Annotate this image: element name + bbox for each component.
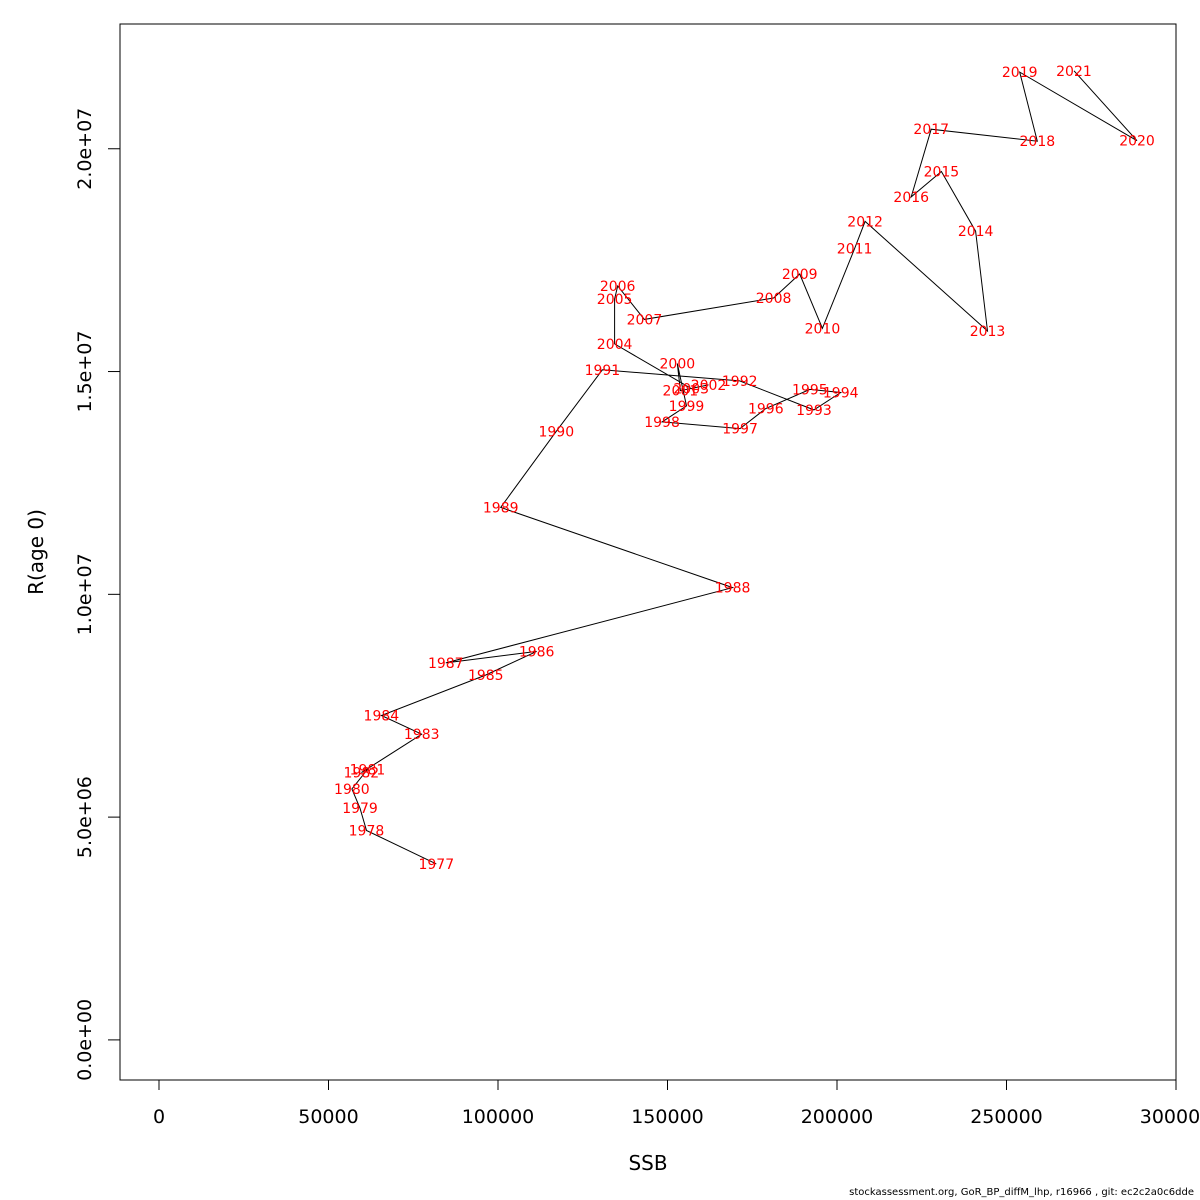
year-label-2016: 2016 — [893, 190, 929, 206]
year-label-2008: 2008 — [756, 291, 792, 307]
year-label-1989: 1989 — [483, 500, 519, 516]
year-label-2010: 2010 — [805, 321, 841, 337]
year-label-1990: 1990 — [538, 424, 574, 440]
year-label-1977: 1977 — [418, 857, 454, 873]
year-label-1998: 1998 — [644, 415, 680, 431]
x-tick-label: 50000 — [298, 1106, 358, 1128]
year-label-1978: 1978 — [349, 823, 385, 839]
year-label-2000: 2000 — [660, 357, 696, 373]
year-label-1993: 1993 — [796, 403, 832, 419]
x-tick-label: 200000 — [801, 1106, 874, 1128]
x-tick-label: 150000 — [631, 1106, 704, 1128]
year-label-2021: 2021 — [1056, 64, 1092, 80]
year-label-1996: 1996 — [748, 402, 784, 418]
x-tick-label: 0 — [153, 1106, 165, 1128]
y-tick-label: 1.5e+07 — [74, 331, 96, 413]
year-label-1992: 1992 — [722, 374, 758, 390]
year-label-1994: 1994 — [823, 385, 859, 401]
year-label-2014: 2014 — [958, 224, 994, 240]
y-tick-label: 2.0e+07 — [74, 108, 96, 190]
year-label-1983: 1983 — [404, 727, 440, 743]
y-tick-label: 1.0e+07 — [74, 553, 96, 635]
year-label-2020: 2020 — [1119, 134, 1155, 150]
year-label-2018: 2018 — [1020, 134, 1056, 150]
year-label-1982: 1982 — [344, 766, 380, 782]
stock-recruitment-line — [351, 70, 1138, 865]
y-axis: 0.0e+00 5.0e+06 1.0e+07 1.5e+07 2.0e+07 — [74, 108, 121, 1081]
year-label-2019: 2019 — [1002, 65, 1038, 81]
year-label-2006: 2006 — [600, 279, 636, 295]
year-label-1987: 1987 — [428, 656, 464, 672]
year-label-2013: 2013 — [970, 324, 1006, 340]
y-axis-title: R(age 0) — [24, 509, 48, 595]
year-label-1991: 1991 — [585, 363, 621, 379]
plot-frame — [119, 23, 1177, 1081]
year-label-1995: 1995 — [792, 382, 828, 398]
year-label-2004: 2004 — [597, 337, 633, 353]
year-label-2007: 2007 — [627, 312, 663, 328]
year-label-2005: 2005 — [597, 292, 633, 308]
year-label-2011: 2011 — [837, 242, 873, 258]
year-label-1997: 1997 — [722, 422, 758, 438]
year-label-2015: 2015 — [924, 164, 960, 180]
year-label-1988: 1988 — [715, 581, 751, 597]
y-tick-label: 0.0e+00 — [74, 999, 96, 1081]
year-label-1999: 1999 — [669, 399, 705, 415]
x-axis-title: SSB — [628, 1151, 667, 1175]
year-label-1980: 1980 — [334, 782, 370, 798]
year-label-1984: 1984 — [364, 709, 400, 725]
x-tick-label: 250000 — [970, 1106, 1043, 1128]
y-tick-label: 5.0e+06 — [74, 776, 96, 858]
footer-text: stockassessment.org, GoR_BP_diffM_lhp, r… — [849, 1187, 1194, 1198]
year-label-2017: 2017 — [913, 122, 949, 138]
year-label-2009: 2009 — [782, 267, 818, 283]
year-label-1979: 1979 — [342, 801, 378, 817]
year-label-2003: 2003 — [673, 381, 709, 397]
year-label-2012: 2012 — [847, 214, 883, 230]
year-label-2001: 2001 — [663, 384, 699, 400]
year-label-2002: 2002 — [691, 378, 727, 394]
x-tick-label: 100000 — [462, 1106, 535, 1128]
year-label-1985: 1985 — [468, 668, 504, 684]
year-label-1981: 1981 — [350, 762, 386, 778]
year-labels: 1977197819791980198119821983198419851986… — [334, 64, 1155, 873]
year-label-1986: 1986 — [519, 644, 555, 660]
